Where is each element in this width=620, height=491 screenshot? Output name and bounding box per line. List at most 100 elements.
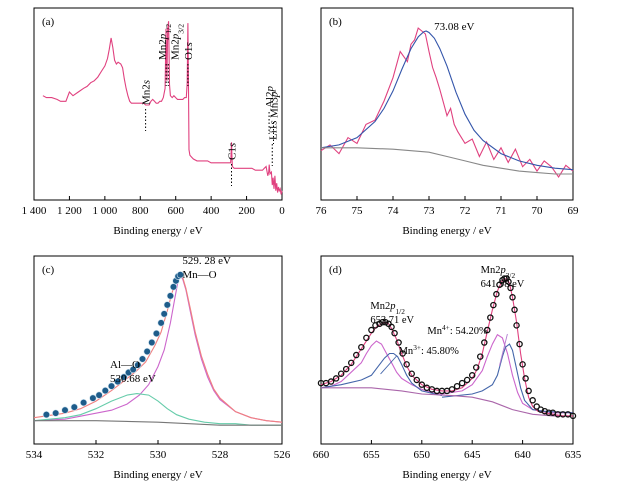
peak-label: Mn4+: 54.20% [427, 323, 488, 338]
x-tick-label: 200 [238, 205, 255, 217]
data-point [148, 338, 156, 347]
data-point [95, 391, 103, 399]
data-point [481, 339, 488, 346]
data-point [337, 370, 345, 377]
series-line-envelope [33, 273, 283, 423]
data-point [511, 306, 518, 314]
x-tick-label: 75 [352, 205, 364, 217]
data-point [61, 406, 69, 414]
x-tick-label: 69 [568, 205, 580, 217]
data-point [166, 292, 174, 300]
data-point [458, 379, 466, 387]
x-tick-label: 528 [212, 449, 229, 461]
data-point [347, 359, 355, 367]
data-point [391, 329, 398, 337]
data-point [453, 382, 461, 390]
peak-label: 73.08 eV [434, 21, 474, 33]
x-axis-label: Binding energy / eV [402, 225, 491, 237]
peak-annotation: C1s [227, 143, 239, 160]
peak-annotation: Al2p [264, 86, 276, 109]
data-point [327, 378, 335, 385]
x-tick-label: 534 [26, 449, 43, 461]
data-point [545, 409, 553, 417]
peak-label: 530.68 eV [110, 373, 156, 385]
x-tick-label: 0 [279, 205, 285, 217]
data-point [388, 323, 395, 331]
data-point [368, 326, 375, 334]
series-line-mn3-2p3-2 [441, 343, 574, 414]
panel-label: (a) [42, 16, 55, 28]
data-point [477, 353, 484, 360]
data-point [89, 394, 97, 402]
data-point [493, 290, 500, 298]
x-tick-label: 1 400 [22, 205, 47, 217]
data-point [42, 411, 51, 419]
data-point [525, 387, 532, 395]
peak-label: Mn2p1/2 [370, 301, 405, 316]
data-point [403, 361, 410, 368]
data-point [114, 377, 122, 386]
x-tick-label: 600 [167, 205, 184, 217]
data-point [52, 409, 60, 417]
data-point [472, 364, 480, 371]
panel-label: (d) [329, 264, 342, 276]
x-tick-label: 640 [514, 449, 531, 461]
series-line-background [321, 387, 573, 417]
x-tick-label: 650 [414, 449, 431, 461]
data-point [101, 387, 109, 395]
series-line-mn4-2p3-2 [441, 333, 573, 414]
series-line-mn-o [33, 273, 283, 423]
x-tick-label: 655 [363, 449, 380, 461]
data-point [448, 386, 456, 393]
data-point [468, 372, 476, 379]
plot-frame [33, 7, 283, 201]
x-tick-label: 1 200 [57, 205, 82, 217]
data-point [505, 278, 512, 285]
data-point [358, 343, 365, 351]
series-line-mn3-2p1-2 [320, 352, 443, 397]
data-point [501, 275, 508, 282]
data-point [379, 319, 386, 326]
series-line-background [321, 147, 573, 175]
x-tick-label: 800 [132, 205, 149, 217]
data-point [484, 326, 491, 334]
x-tick-label: 71 [496, 205, 507, 217]
peak-annotation: Mn2p1/2 [157, 24, 173, 60]
series-line-background [34, 420, 282, 426]
data-point [533, 403, 540, 410]
data-point [496, 281, 503, 289]
data-point [120, 373, 128, 381]
series-line-raw [320, 27, 574, 179]
peak-annotation: Mn2p3/2 [169, 24, 185, 60]
data-point [342, 365, 350, 373]
data-point [487, 314, 494, 321]
x-tick-label: 74 [388, 205, 400, 217]
peak-label: Mn3+: 45.80% [399, 343, 460, 358]
label-leader [380, 355, 397, 375]
plot-frame [320, 255, 574, 445]
peak-label: 653.71 eV [370, 315, 414, 326]
chart-panel-4: 660 655 650 645 640 635 Binding energy / eV (d)… [313, 255, 582, 481]
data-point [353, 351, 360, 359]
data-point [129, 365, 137, 374]
data-point [134, 361, 142, 369]
data-point [363, 334, 370, 342]
chart-panel-1: 1 400 1 200 1 000 800 600 400 200 0 Binding ener… [22, 7, 285, 237]
data-point [399, 350, 406, 357]
x-axis-label: Binding energy / eV [113, 225, 202, 237]
x-tick-label: 660 [313, 449, 330, 461]
panel-label: (c) [42, 264, 55, 276]
data-point [176, 271, 184, 279]
data-point [490, 301, 497, 309]
data-point [463, 376, 471, 384]
data-point [79, 399, 88, 407]
data-point [107, 382, 116, 390]
series-line-al-o [33, 393, 282, 426]
data-point [529, 397, 536, 404]
series-line-survey [42, 21, 283, 195]
peak-annotation: Mn3p [268, 91, 280, 118]
x-tick-label: 635 [565, 449, 582, 461]
data-point [143, 347, 151, 356]
label-leader [498, 333, 508, 367]
